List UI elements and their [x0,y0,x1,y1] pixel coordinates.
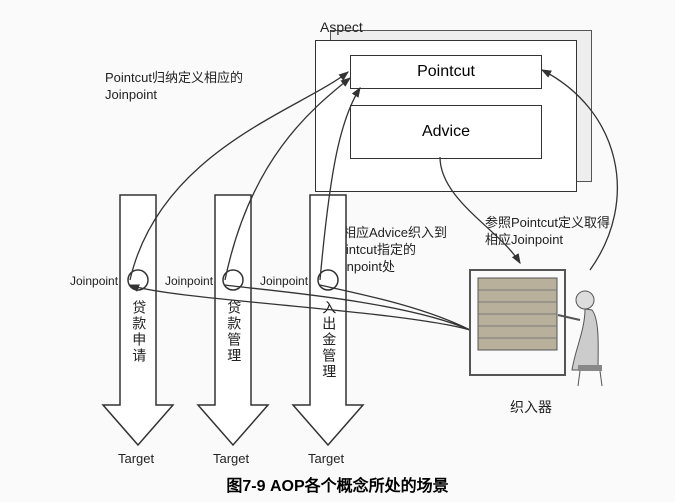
target-label: Target [213,451,249,468]
weaver-label: 织入器 [510,398,552,416]
joinpoint-label: Joinpoint [260,274,308,290]
flow-arrow-label: 贷款管理 [225,300,243,364]
joinpoint-label: Joinpoint [70,274,118,290]
target-label: Target [118,451,154,468]
figure-caption: 图7-9 AOP各个概念所处的场景 [0,472,675,496]
joinpoint-label: Joinpoint [165,274,213,290]
weaver-illustration [470,270,602,386]
target-label: Target [308,451,344,468]
flow-arrow-label: 入出金管理 [320,300,338,380]
diagram-svg [0,0,675,502]
flow-arrow-label: 贷款申请 [130,300,148,364]
